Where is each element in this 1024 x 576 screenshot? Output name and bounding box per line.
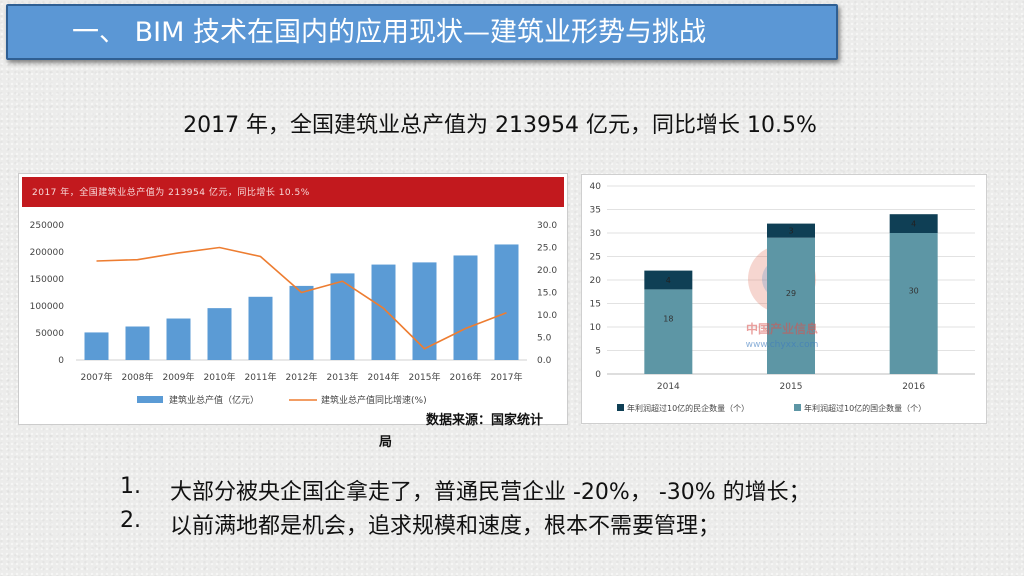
x-tick-label: 2012年 [286, 371, 318, 383]
y-tick-label: 100000 [30, 302, 65, 312]
profit-enterprise-chart-svg: 4035302520151050418201432920154302016中国产… [590, 182, 975, 413]
x-tick-label: 2016年 [450, 371, 482, 383]
x-tick-label: 2015年 [409, 371, 441, 383]
page-title: 一、 BIM 技术在国内的应用现状—建筑业形势与挑战 [72, 17, 706, 48]
legend-swatch-state-owned [794, 404, 801, 411]
bar-output-value [494, 244, 519, 360]
y2-tick-label: 10.0 [537, 311, 557, 321]
x-tick-label: 2011年 [245, 371, 277, 383]
bar-output-value [289, 285, 314, 360]
chart-header-title: 2017 年，全国建筑业总产值为 213954 亿元，同比增长 10.5% [32, 188, 310, 198]
x-tick-label: 2016 [902, 382, 925, 392]
y-tick-label: 250000 [30, 221, 65, 231]
data-label-private: 4 [666, 276, 671, 285]
profit-enterprise-chart: 40 35 30 25 20 15 10 5 0 4 18 2014 3 29 2015 4 30 2016 中国产… [581, 174, 987, 424]
data-label-state-owned: 29 [786, 289, 796, 298]
y-tick-label: 25 [590, 253, 601, 263]
data-label-private: 4 [911, 220, 916, 229]
bar-output-value [125, 326, 150, 360]
y-tick-label: 30 [590, 229, 602, 239]
bar-private [767, 223, 815, 238]
x-tick-label: 2017年 [491, 371, 523, 383]
x-tick-label: 2007年 [81, 371, 113, 383]
y-tick-label: 50000 [35, 329, 64, 339]
watermark-text: 中国产业信息 [746, 321, 818, 336]
bar-output-value [330, 273, 355, 360]
y-tick-label: 15 [590, 300, 601, 310]
x-tick-label: 2014 [657, 382, 680, 392]
point-text: 以前满地都是机会，追求规模和速度，根本不需要管理； [170, 514, 721, 539]
y-tick-label: 5 [595, 347, 601, 357]
y2-tick-label: 30.0 [537, 221, 557, 231]
bar-state-owned [889, 233, 938, 374]
x-tick-label: 2009年 [163, 371, 195, 383]
y2-tick-label: 5.0 [537, 334, 552, 344]
y2-tick-label: 20.0 [537, 266, 557, 276]
legend-label-line: 建筑业总产值同比增速(%) [321, 394, 427, 406]
bar-output-value [412, 262, 437, 360]
output-value-chart-svg: 250000 200000 150000 100000 50000 0 30.0 25.0 20… [30, 221, 558, 406]
point-number: 1. [120, 474, 141, 499]
point-number: 2. [120, 508, 141, 533]
y2-tick-label: 15.0 [537, 289, 557, 299]
output-value-chart: 2017 年，全国建筑业总产值为 213954 亿元，同比增长 10.5% 25… [18, 173, 568, 425]
legend-label-private: 年利润超过10亿的民企数量（个） [627, 403, 749, 413]
x-tick-label: 2010年 [204, 371, 236, 383]
data-label-state-owned: 18 [663, 315, 673, 324]
bar-private [644, 270, 693, 290]
point-text: 大部分被央企国企拿走了，普通民营企业 -20%， -30% 的增长； [170, 480, 811, 505]
chart-header: 2017 年，全国建筑业总产值为 213954 亿元，同比增长 10.5% [22, 177, 564, 207]
y-tick-label: 40 [590, 182, 602, 192]
bar-output-value [207, 308, 232, 360]
legend-label-bar: 建筑业总产值（亿元） [169, 394, 259, 406]
legend-swatch-bar [137, 396, 163, 403]
title-banner: 一、 BIM 技术在国内的应用现状—建筑业形势与挑战 [6, 4, 838, 60]
y-tick-label: 0 [58, 356, 64, 366]
watermark-url: www.chyxx.com [746, 340, 819, 350]
y2-tick-label: 0.0 [537, 356, 552, 366]
bar-state-owned [767, 237, 815, 374]
y2-tick-label: 25.0 [537, 244, 557, 254]
data-label-state-owned: 30 [909, 287, 919, 296]
slide-subtitle: 2017 年，全国建筑业总产值为 213954 亿元，同比增长 10.5% [183, 113, 817, 138]
x-tick-label: 2015 [780, 382, 803, 392]
bar-output-value [371, 264, 396, 360]
bar-output-value [248, 296, 273, 360]
data-source-tail: 局 [379, 435, 393, 450]
legend-label-state-owned: 年利润超过10亿的国企数量（个） [804, 403, 926, 413]
y-tick-label: 35 [590, 206, 601, 216]
data-label-private: 3 [788, 227, 793, 236]
legend-swatch-private [617, 404, 624, 411]
x-tick-label: 2014年 [368, 371, 400, 383]
bar-output-value [453, 255, 478, 360]
line-growth-rate [96, 246, 507, 350]
y-tick-label: 150000 [30, 275, 65, 285]
y-tick-label: 0 [595, 370, 601, 380]
bar-output-value [84, 332, 109, 360]
x-tick-label: 2008年 [122, 371, 154, 383]
y-tick-label: 10 [590, 323, 602, 333]
bar-private [889, 214, 938, 233]
y-tick-label: 200000 [30, 248, 65, 258]
bar-state-owned [644, 289, 693, 374]
y-tick-label: 20 [590, 276, 602, 286]
bar-output-value [166, 318, 191, 360]
data-source: 数据来源：国家统计 [426, 413, 544, 428]
x-tick-label: 2013年 [327, 371, 359, 383]
